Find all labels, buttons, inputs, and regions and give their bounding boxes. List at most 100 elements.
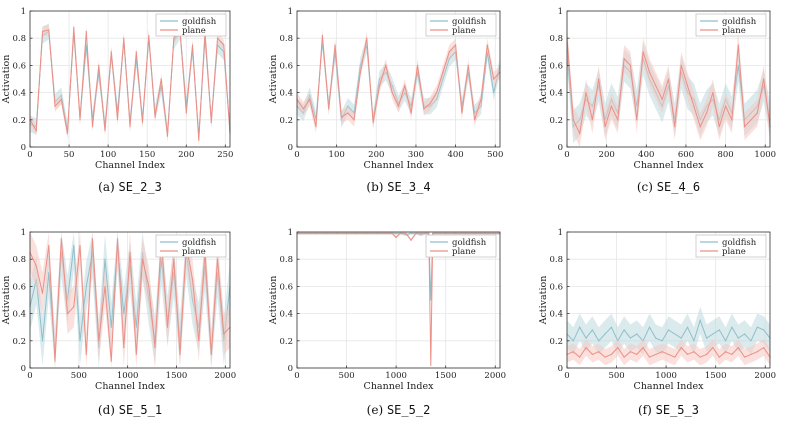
data-point-goldfish [648,326,651,328]
data-point-plane [85,353,87,355]
band-plane [567,339,770,366]
data-point-plane [385,64,387,66]
x-tick-label: 500 [338,371,354,381]
data-point-plane [423,108,425,110]
data-point-plane [397,105,400,107]
data-point-plane [648,356,651,358]
x-tick-label: 200 [599,150,615,160]
data-point-plane [642,51,644,53]
x-axis-label: Channel Index [95,160,166,171]
x-tick-label: 0 [294,150,299,160]
data-point-plane [41,292,44,294]
y-tick-label: 1 [21,228,26,238]
caption-code: SE_5_2 [387,403,430,417]
x-tick-label: 1500 [166,371,188,381]
legend-label-plane: plane [722,26,746,36]
y-tick-label: 0.6 [549,282,563,292]
data-point-goldfish [680,337,682,339]
data-point-plane [60,238,62,240]
data-point-plane [718,126,720,128]
data-point-plane [591,353,593,355]
y-tick-label: 1 [558,7,563,17]
data-point-plane [41,30,44,32]
data-point-plane [104,130,106,132]
data-point-plane [98,64,100,66]
data-point-plane [326,232,328,234]
data-point-goldfish [48,272,50,274]
data-point-goldfish [718,329,720,331]
data-point-plane [579,356,581,358]
caption-letter: (b) [366,180,387,194]
data-point-plane [79,245,81,247]
subfigure-caption: (a) SE_2_3 [98,180,162,194]
data-point-goldfish [724,340,727,342]
legend-label-goldfish: goldfish [452,17,487,27]
y-axis-label: Activation [538,276,549,326]
axes-frame [296,231,501,369]
data-point-plane [705,353,708,355]
data-point-plane [756,112,758,114]
y-tick-label: 0.6 [279,282,293,292]
data-point-plane [210,353,212,355]
y-tick-label: 0.8 [12,34,26,44]
data-point-plane [467,64,469,66]
data-point-plane [154,347,156,349]
x-tick-label: 400 [447,150,463,160]
data-point-plane [315,126,317,128]
legend-label-goldfish: goldfish [182,17,217,27]
data-point-plane [410,239,412,241]
data-point-plane [494,232,496,234]
data-point-plane [198,139,200,141]
data-point-plane [493,78,495,80]
data-point-goldfish [661,340,663,342]
x-tick-label: 2000 [214,371,236,381]
y-tick-label: 0.4 [549,310,563,320]
data-point-plane [160,78,162,80]
caption-letter: (d) [98,403,119,417]
data-point-goldfish [85,285,87,287]
data-point-plane [420,232,422,234]
y-tick-label: 0.4 [549,89,563,99]
y-tick-label: 0.2 [549,337,563,347]
y-tick-label: 0.4 [12,89,26,99]
caption-letter: (c) [637,180,657,194]
data-point-goldfish [744,333,746,335]
data-point-plane [763,347,765,349]
data-point-plane [48,29,50,31]
data-point-plane [636,353,638,355]
data-point-plane [731,119,733,121]
data-point-plane [306,232,308,234]
data-point-plane [410,112,412,114]
data-point-plane [347,112,349,114]
data-point-plane [430,364,432,366]
data-point-plane [693,105,695,107]
y-tick-label: 0.8 [549,255,563,265]
data-point-plane [579,132,581,134]
y-tick-label: 0.4 [279,310,293,320]
subfigure-caption: (f) SE_5_3 [638,403,699,417]
data-point-plane [699,356,701,358]
x-tick-label: 300 [408,150,424,160]
data-point-plane [686,353,689,355]
y-tick-label: 0.2 [279,116,293,126]
y-tick-label: 0 [21,143,26,153]
data-point-goldfish [410,232,412,234]
data-point-plane [454,44,457,46]
y-tick-label: 1 [288,228,293,238]
data-point-plane [173,37,175,39]
data-point-plane [629,64,632,66]
data-point-plane [445,232,447,234]
data-point-plane [216,258,219,260]
data-point-goldfish [85,44,87,46]
y-axis-label: Activation [1,276,12,326]
data-point-goldfish [430,299,432,301]
axes-frame [566,231,771,369]
data-point-plane [375,232,377,234]
data-point-plane [448,51,450,53]
legend-label-goldfish: goldfish [722,17,757,27]
data-point-plane [667,353,670,355]
data-point-goldfish [135,326,137,328]
